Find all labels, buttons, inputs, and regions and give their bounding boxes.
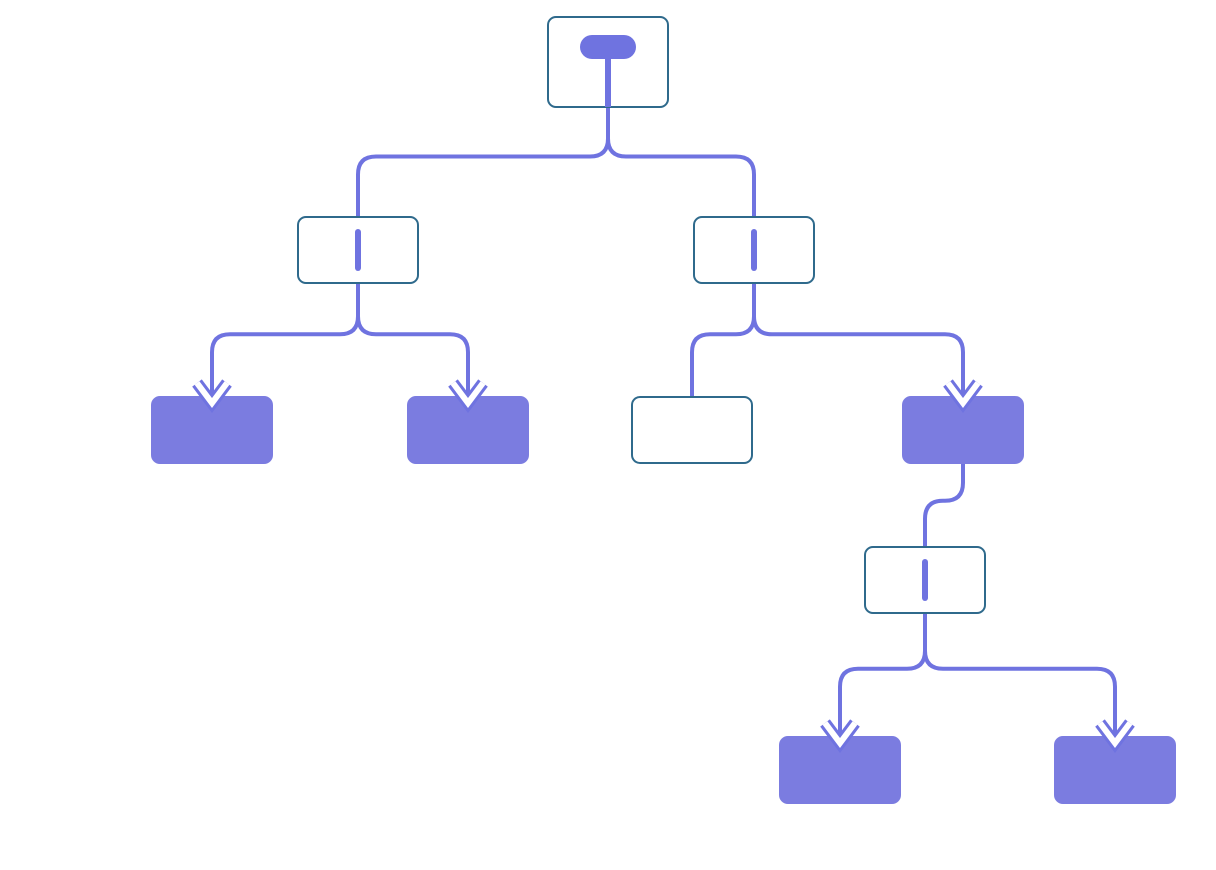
edge: [608, 107, 754, 217]
edge: [692, 283, 754, 397]
root-pill-icon: [580, 35, 636, 59]
nodes-layer: [152, 17, 1175, 803]
tree-node-n5: [632, 397, 752, 463]
tree-node-n1: [298, 217, 418, 283]
edge: [358, 107, 608, 217]
root-stem: [605, 57, 611, 107]
branch-pipe: [922, 559, 928, 601]
tree-diagram: [0, 0, 1216, 870]
tree-node-n2: [694, 217, 814, 283]
branch-pipe: [751, 229, 757, 271]
branch-pipe: [355, 229, 361, 271]
edge: [212, 283, 358, 397]
edge: [925, 613, 1115, 737]
edge: [840, 613, 925, 737]
edge: [358, 283, 468, 397]
tree-node-root: [548, 17, 668, 107]
edge: [754, 283, 963, 397]
edge: [925, 463, 963, 547]
tree-node-n7: [865, 547, 985, 613]
node-box: [632, 397, 752, 463]
